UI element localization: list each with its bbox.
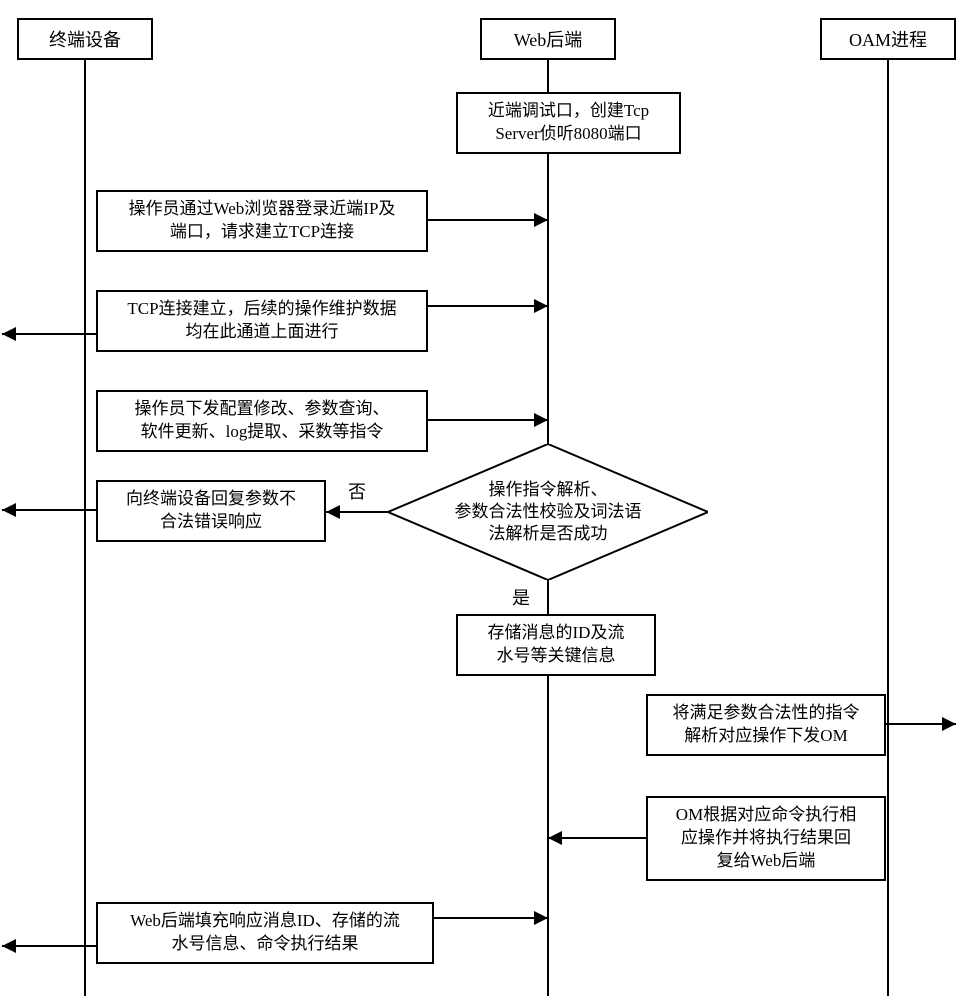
- diagram-canvas: 终端设备 Web后端 OAM进程 近端调试口，创建Tcp Server侦听808…: [0, 0, 956, 1000]
- box-tcp-established: TCP连接建立，后续的操作维护数据 均在此通道上面进行: [96, 290, 428, 352]
- a-b8-left-head: [548, 831, 562, 845]
- a-b9-right-head: [534, 911, 548, 925]
- lifeline-oam: [887, 60, 889, 996]
- b2-l2: 端口，请求建立TCP连接: [170, 222, 354, 241]
- lane-web-header: Web后端: [480, 18, 616, 60]
- b3-l2: 均在此通道上面进行: [186, 322, 339, 341]
- a-b3-left-head: [2, 327, 16, 341]
- decision-parse-validate: 操作指令解析、 参数合法性校验及词法语 法解析是否成功: [388, 444, 708, 580]
- box-fill-response: Web后端填充响应消息ID、存储的流 水号信息、命令执行结果: [96, 902, 434, 964]
- b6-l2: 水号等关键信息: [497, 646, 616, 665]
- lane-terminal-label: 终端设备: [49, 30, 121, 50]
- a-b3-right-line: [428, 305, 548, 307]
- label-no: 否: [348, 478, 366, 504]
- box-dispatch-om: 将满足参数合法性的指令 解析对应操作下发OM: [646, 694, 886, 756]
- lane-oam-header: OAM进程: [820, 18, 956, 60]
- b8-l2: 应操作并将执行结果回: [681, 828, 851, 847]
- lane-terminal-header: 终端设备: [17, 18, 153, 60]
- b7-l1: 将满足参数合法性的指令: [673, 703, 860, 722]
- b6-l1: 存储消息的ID及流: [488, 623, 625, 642]
- lane-oam-label: OAM进程: [849, 30, 927, 50]
- lane-web-label: Web后端: [514, 30, 583, 50]
- a-b7-right-head: [942, 717, 956, 731]
- box-send-commands: 操作员下发配置修改、参数查询、 软件更新、log提取、采数等指令: [96, 390, 428, 452]
- a-b2-right-line: [428, 219, 548, 221]
- b8-l1: OM根据对应命令执行相: [676, 805, 856, 824]
- box-store-id: 存储消息的ID及流 水号等关键信息: [456, 614, 656, 676]
- a-b3-right-head: [534, 299, 548, 313]
- b2-l1: 操作员通过Web浏览器登录近端IP及: [129, 199, 396, 218]
- b8-l3: 复给Web后端: [717, 851, 816, 870]
- box-operator-login: 操作员通过Web浏览器登录近端IP及 端口，请求建立TCP连接: [96, 190, 428, 252]
- a-b2-right-head: [534, 213, 548, 227]
- b5-l2: 合法错误响应: [160, 512, 262, 531]
- b3-l1: TCP连接建立，后续的操作维护数据: [127, 299, 396, 318]
- b1-l1: 近端调试口，创建Tcp: [488, 101, 649, 120]
- b9-l2: 水号信息、命令执行结果: [172, 934, 359, 953]
- d1-l3: 法解析是否成功: [489, 523, 608, 545]
- b5-l1: 向终端设备回复参数不: [126, 489, 296, 508]
- a-b8-left-line: [548, 837, 646, 839]
- d1-l2: 参数合法性校验及词法语: [455, 501, 642, 523]
- a-b9-left-line: [2, 945, 96, 947]
- label-yes: 是: [512, 584, 530, 610]
- a-b4-right-line: [428, 419, 548, 421]
- lifeline-terminal: [84, 60, 86, 996]
- a-b9-right-line: [434, 917, 548, 919]
- a-d1-no-head: [326, 505, 340, 519]
- d1-l1: 操作指令解析、: [489, 479, 608, 501]
- a-b4-right-head: [534, 413, 548, 427]
- a-b5-left-head: [2, 503, 16, 517]
- a-b5-left-line: [2, 509, 96, 511]
- a-b3-left-line: [2, 333, 96, 335]
- box-create-tcp-server: 近端调试口，创建Tcp Server侦听8080端口: [456, 92, 681, 154]
- a-b9-left-head: [2, 939, 16, 953]
- b1-l2: Server侦听8080端口: [495, 124, 641, 143]
- b4-l1: 操作员下发配置修改、参数查询、: [135, 399, 390, 418]
- b7-l2: 解析对应操作下发OM: [684, 726, 847, 745]
- b4-l2: 软件更新、log提取、采数等指令: [141, 422, 384, 441]
- box-om-execute: OM根据对应命令执行相 应操作并将执行结果回 复给Web后端: [646, 796, 886, 881]
- box-invalid-response: 向终端设备回复参数不 合法错误响应: [96, 480, 326, 542]
- b9-l1: Web后端填充响应消息ID、存储的流: [130, 911, 400, 930]
